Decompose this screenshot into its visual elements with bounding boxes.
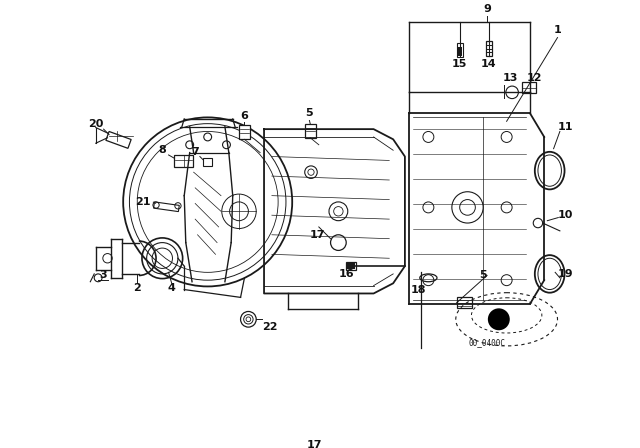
Text: 10: 10 — [557, 210, 573, 220]
Bar — [174, 155, 193, 168]
Text: 16: 16 — [339, 269, 354, 279]
Text: 00_0400C: 00_0400C — [468, 338, 506, 347]
Text: 5: 5 — [479, 271, 487, 280]
Text: 3: 3 — [100, 271, 108, 280]
Bar — [346, 262, 356, 270]
Circle shape — [488, 308, 510, 330]
Text: 4: 4 — [168, 283, 175, 293]
Text: 15: 15 — [452, 59, 467, 69]
Text: 7: 7 — [191, 147, 199, 157]
Text: 22: 22 — [262, 322, 278, 332]
Text: 18: 18 — [410, 284, 426, 294]
Bar — [154, 202, 179, 211]
Bar — [458, 47, 462, 56]
Bar — [106, 131, 131, 148]
Bar — [305, 124, 316, 138]
Text: 19: 19 — [557, 269, 573, 279]
Bar — [456, 43, 463, 57]
Bar — [522, 82, 536, 93]
Text: 17: 17 — [310, 230, 325, 240]
Text: 9: 9 — [483, 4, 491, 14]
Text: 5: 5 — [306, 108, 313, 118]
Bar — [456, 297, 472, 308]
Text: 11: 11 — [557, 122, 573, 132]
Bar — [347, 263, 355, 269]
Text: 6: 6 — [241, 111, 248, 121]
Text: 2: 2 — [133, 283, 141, 293]
Text: 12: 12 — [526, 73, 542, 83]
Text: 13: 13 — [503, 73, 518, 83]
Bar — [203, 158, 212, 166]
Text: 17: 17 — [307, 439, 323, 448]
Bar — [486, 41, 492, 56]
Text: 1: 1 — [554, 25, 561, 35]
Text: 14: 14 — [481, 59, 497, 69]
Text: 8: 8 — [159, 145, 166, 155]
Bar — [239, 125, 250, 139]
Text: 20: 20 — [88, 119, 104, 129]
Text: 21: 21 — [135, 197, 150, 207]
